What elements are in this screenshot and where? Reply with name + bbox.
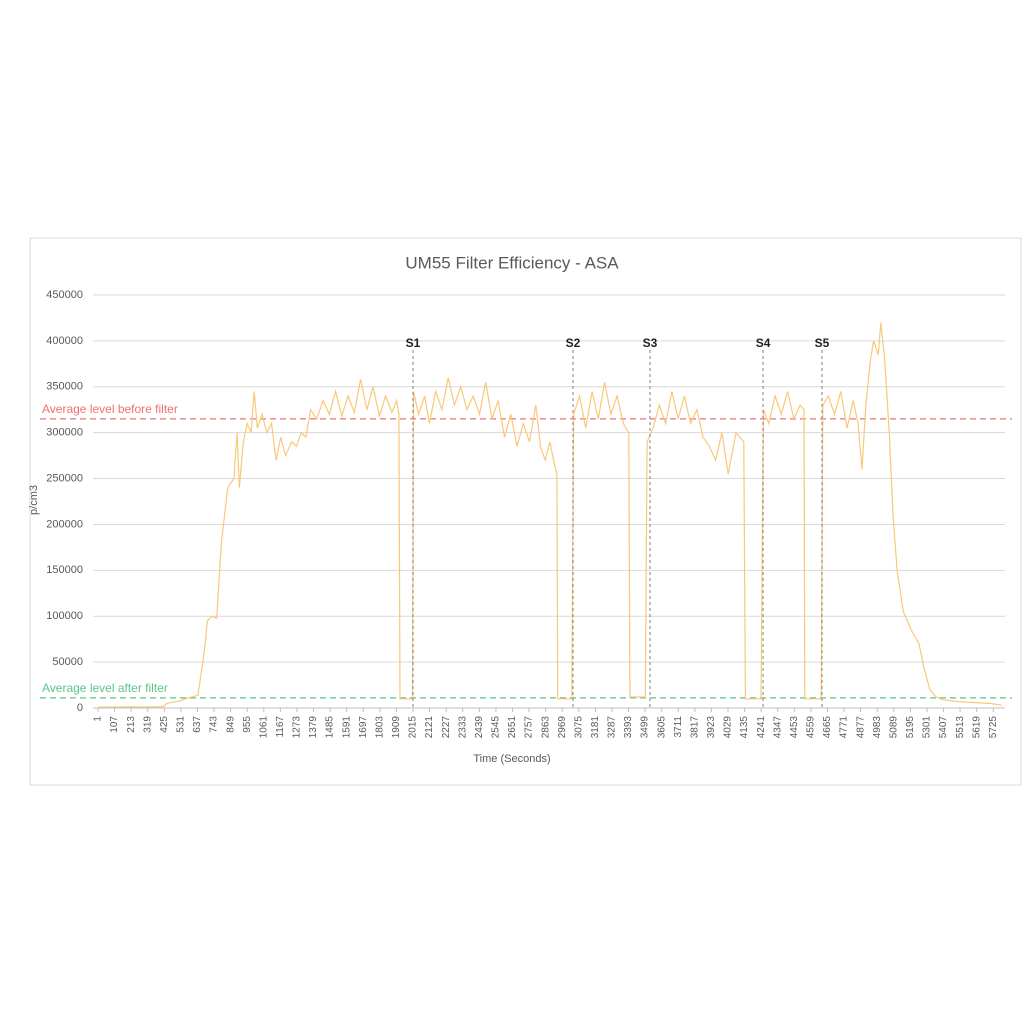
- x-tick-label: 1273: [292, 716, 303, 739]
- x-tick-label: 3923: [706, 716, 717, 739]
- x-tick-label: 2545: [491, 716, 502, 739]
- x-tick-label: 4771: [839, 716, 850, 739]
- marker-label: S1: [406, 336, 421, 350]
- y-tick-label: 350000: [46, 381, 83, 393]
- chart-title: UM55 Filter Efficiency - ASA: [405, 253, 619, 272]
- x-tick-label: 4665: [822, 716, 833, 739]
- x-tick-label: 1: [93, 716, 104, 722]
- x-tick-label: 4453: [789, 716, 800, 739]
- x-tick-label: 1485: [325, 716, 336, 739]
- x-tick-label: 5725: [988, 716, 999, 739]
- marker-label: S5: [815, 336, 830, 350]
- series-line: [98, 322, 1002, 708]
- x-tick-label: 5301: [922, 716, 933, 739]
- x-tick-label: 531: [176, 716, 187, 733]
- y-tick-label: 200000: [46, 518, 83, 530]
- marker-label: S2: [566, 336, 581, 350]
- x-tick-label: 5513: [955, 716, 966, 739]
- x-tick-label: 3181: [590, 716, 601, 739]
- x-tick-label: 213: [126, 716, 137, 733]
- x-tick-label: 4029: [723, 716, 734, 739]
- x-tick-label: 637: [192, 716, 203, 733]
- y-tick-label: 150000: [46, 564, 83, 576]
- y-tick-label: 0: [77, 702, 83, 714]
- x-tick-label: 5195: [905, 716, 916, 739]
- x-tick-label: 4983: [872, 716, 883, 739]
- x-tick-label: 4135: [739, 716, 750, 739]
- x-tick-label: 1909: [391, 716, 402, 739]
- x-tick-label: 2015: [408, 716, 419, 739]
- x-tick-label: 3287: [607, 716, 618, 739]
- x-tick-label: 4559: [806, 716, 817, 739]
- x-tick-label: 4877: [855, 716, 866, 739]
- x-tick-label: 3605: [656, 716, 667, 739]
- x-tick-label: 5619: [971, 716, 982, 739]
- x-tick-label: 1379: [308, 716, 319, 739]
- x-tick-label: 2333: [457, 716, 468, 739]
- x-tick-label: 2863: [540, 716, 551, 739]
- x-tick-label: 2757: [524, 716, 535, 739]
- x-tick-label: 1061: [258, 716, 269, 739]
- x-tick-label: 5089: [888, 716, 899, 739]
- reference-label: Average level before filter: [42, 402, 178, 416]
- x-tick-label: 4241: [756, 716, 767, 739]
- x-tick-label: 2227: [441, 716, 452, 739]
- marker-label: S4: [756, 336, 771, 350]
- x-tick-label: 2121: [424, 716, 435, 739]
- x-tick-label: 2969: [557, 716, 568, 739]
- x-tick-label: 955: [242, 716, 253, 733]
- y-tick-label: 300000: [46, 427, 83, 439]
- x-tick-label: 425: [159, 716, 170, 733]
- x-tick-label: 3075: [573, 716, 584, 739]
- x-tick-label: 4347: [772, 716, 783, 739]
- x-tick-label: 743: [209, 716, 220, 733]
- y-tick-label: 100000: [46, 610, 83, 622]
- x-tick-label: 5407: [938, 716, 949, 739]
- x-tick-label: 1803: [374, 716, 385, 739]
- x-tick-label: 319: [142, 716, 153, 733]
- x-tick-label: 849: [225, 716, 236, 733]
- x-tick-label: 107: [109, 716, 120, 733]
- x-tick-label: 2651: [507, 716, 518, 739]
- y-tick-label: 400000: [46, 335, 83, 347]
- marker-label: S3: [643, 336, 658, 350]
- y-tick-label: 450000: [46, 289, 83, 301]
- y-tick-label: 50000: [52, 656, 83, 668]
- x-tick-label: 1167: [275, 716, 286, 738]
- x-tick-label: 3499: [640, 716, 651, 739]
- x-tick-label: 2439: [474, 716, 485, 739]
- chart-frame: [29, 237, 1022, 786]
- x-tick-label: 1591: [341, 716, 352, 739]
- x-tick-label: 3393: [623, 716, 634, 739]
- x-tick-label: 3817: [689, 716, 700, 739]
- reference-label: Average level after filter: [42, 681, 168, 695]
- x-tick-label: 1697: [358, 716, 369, 739]
- x-axis-label: Time (Seconds): [473, 753, 550, 765]
- x-tick-label: 3711: [673, 716, 684, 738]
- y-axis-label: p/cm3: [28, 485, 40, 515]
- y-tick-label: 250000: [46, 472, 83, 484]
